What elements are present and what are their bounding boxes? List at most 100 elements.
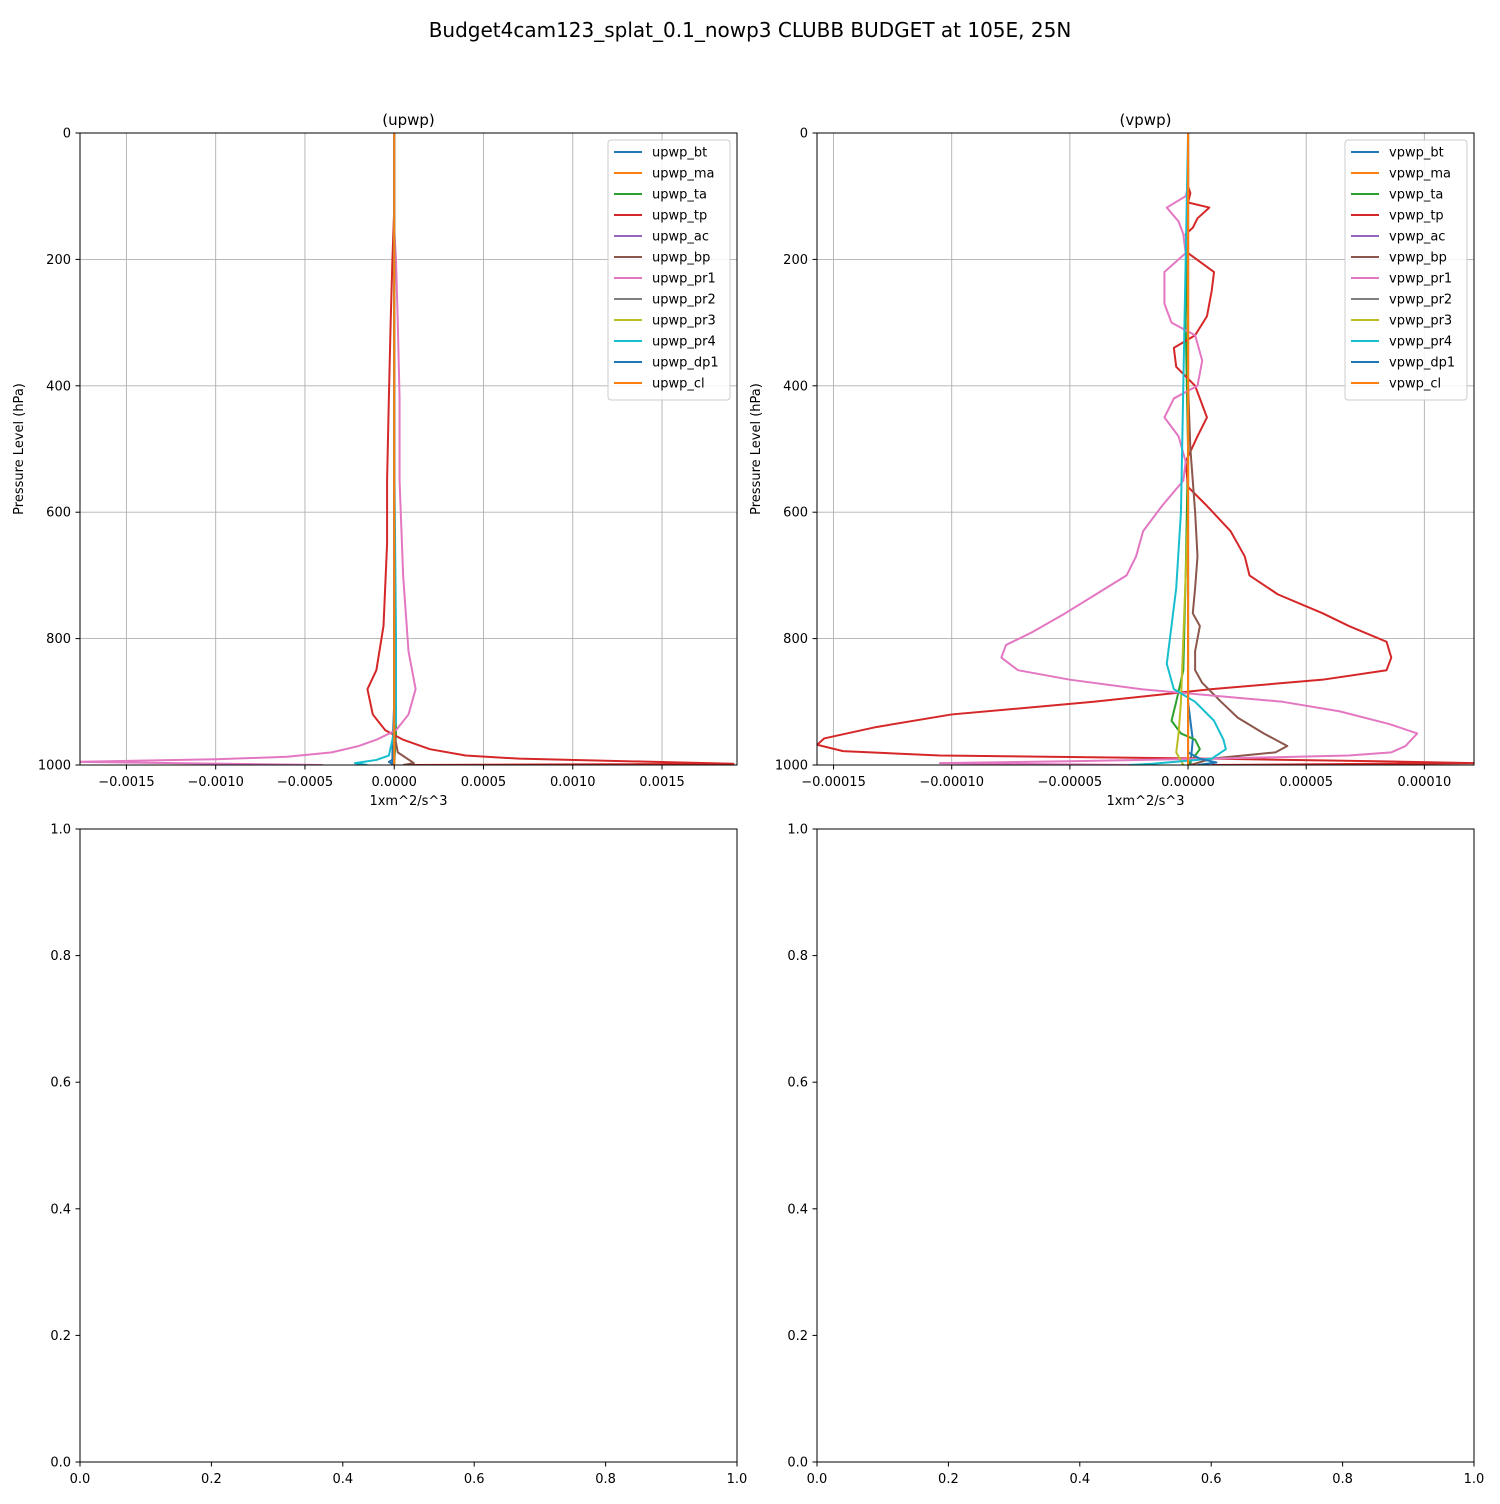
x-tick-label: 1.0 <box>1464 1472 1485 1487</box>
y-tick-label: 200 <box>46 253 71 268</box>
x-tick-label: 0.0 <box>807 1472 828 1487</box>
y-tick-label: 1000 <box>775 759 808 774</box>
x-tick-label: 0.2 <box>201 1472 222 1487</box>
legend-box <box>607 139 731 401</box>
x-tick-label: 0.0015 <box>639 775 685 790</box>
x-axis-label: 1xm^2/s^3 <box>1106 794 1184 809</box>
y-tick-label: 400 <box>46 379 71 394</box>
x-tick-label: 0.00005 <box>1279 775 1333 790</box>
legend: vpwp_bt vpwp_ma vpwp_ta vpwp_tp vpwp_ac vpwp_… <box>1344 139 1468 401</box>
series-line-vpwp_pr4 <box>1128 133 1227 765</box>
legend-label-vpwp_bt: vpwp_bt <box>1389 146 1444 161</box>
legend-label-upwp_bt: upwp_bt <box>652 146 707 161</box>
legend-label-vpwp_ta: vpwp_ta <box>1389 188 1443 203</box>
y-tick-label: 800 <box>46 632 71 647</box>
x-tick-label: 0.0000 <box>371 775 417 790</box>
series-line-vpwp_pr1 <box>938 133 1419 765</box>
legend-label-vpwp_ma: vpwp_ma <box>1389 167 1451 182</box>
series-group <box>817 133 1474 765</box>
legend: upwp_bt upwp_ma upwp_ta upwp_tp upwp_ac upwp_… <box>607 139 731 401</box>
legend-box <box>1344 139 1468 401</box>
series-line-upwp_pr1 <box>80 133 417 765</box>
legend-label-vpwp_pr3: vpwp_pr3 <box>1389 314 1452 329</box>
series-line-upwp_tp <box>366 133 735 765</box>
x-tick-label: −0.00010 <box>919 775 984 790</box>
y-tick-label: 0.0 <box>787 1456 808 1471</box>
x-tick-label: −0.00005 <box>1038 775 1103 790</box>
legend-label-vpwp_pr1: vpwp_pr1 <box>1389 272 1452 287</box>
x-tick-label: 0.0010 <box>550 775 596 790</box>
y-axis-label: Pressure Level (hPa) <box>12 383 27 515</box>
legend-label-vpwp_tp: vpwp_tp <box>1389 209 1444 224</box>
y-tick-label: 0.0 <box>50 1456 71 1471</box>
x-tick-label: 0.6 <box>464 1472 485 1487</box>
y-tick-label: 800 <box>783 632 808 647</box>
legend-label-vpwp_pr4: vpwp_pr4 <box>1389 335 1452 350</box>
x-tick-label: 0.0 <box>70 1472 91 1487</box>
x-tick-label: 0.8 <box>1332 1472 1353 1487</box>
x-tick-label: 1.0 <box>727 1472 748 1487</box>
panel-3: 0.0 0.2 0.4 0.6 0.8 1.0 0.0 0.2 0.4 0.6 0.8 1.0 <box>50 823 747 1488</box>
x-tick-label: −0.0005 <box>277 775 333 790</box>
legend-label-upwp_ma: upwp_ma <box>652 167 715 182</box>
x-tick-label: 0.4 <box>1069 1472 1090 1487</box>
legend-label-upwp_ta: upwp_ta <box>652 188 707 203</box>
axes-frame <box>79 828 738 1463</box>
y-tick-label: 600 <box>783 506 808 521</box>
legend-label-vpwp_dp1: vpwp_dp1 <box>1389 356 1455 371</box>
legend-label-vpwp_pr2: vpwp_pr2 <box>1389 293 1452 308</box>
y-tick-label: 0.6 <box>787 1076 808 1091</box>
y-axis-label: Pressure Level (hPa) <box>749 383 764 515</box>
y-tick-label: 0 <box>800 127 808 142</box>
y-tick-label: 0.4 <box>787 1202 808 1217</box>
legend-label-vpwp_bp: vpwp_bp <box>1389 251 1447 266</box>
y-tick-label: 200 <box>783 253 808 268</box>
y-tick-label: 0.2 <box>50 1329 71 1344</box>
x-axis-label: 1xm^2/s^3 <box>369 794 447 809</box>
legend-label-vpwp_cl: vpwp_cl <box>1389 377 1441 392</box>
series-line-vpwp_ta <box>1170 133 1201 765</box>
x-tick-label: −0.0010 <box>187 775 243 790</box>
x-tick-label: 0.00000 <box>1161 775 1215 790</box>
y-tick-label: 0.2 <box>787 1329 808 1344</box>
y-tick-label: 0.8 <box>50 949 71 964</box>
x-tick-label: −0.0015 <box>98 775 154 790</box>
legend-label-upwp_bp: upwp_bp <box>652 251 710 266</box>
y-tick-label: 400 <box>783 379 808 394</box>
x-tick-label: 0.6 <box>1201 1472 1222 1487</box>
y-tick-label: 1.0 <box>50 823 71 838</box>
panel-2: −0.00015 −0.00010 −0.00005 0.00000 0.00005 0.… <box>749 111 1475 809</box>
figure-title: Budget4cam123_splat_0.1_nowp3 CLUBB BUDG… <box>429 18 1072 42</box>
axes-frame <box>816 828 1475 1463</box>
axes-frame <box>816 132 1475 766</box>
legend-label-vpwp_ac: vpwp_ac <box>1389 230 1445 245</box>
y-tick-label: 0.4 <box>50 1202 71 1217</box>
series-line-vpwp_bp <box>1187 133 1289 765</box>
panel-title: (upwp) <box>382 111 435 129</box>
legend-label-upwp_pr4: upwp_pr4 <box>652 335 716 350</box>
x-tick-label: 0.2 <box>938 1472 959 1487</box>
legend-label-upwp_pr3: upwp_pr3 <box>652 314 716 329</box>
y-tick-label: 0.8 <box>787 949 808 964</box>
x-tick-label: 0.00010 <box>1397 775 1451 790</box>
x-tick-label: 0.8 <box>595 1472 616 1487</box>
x-tick-label: 0.0005 <box>461 775 507 790</box>
axes-frame <box>79 132 738 766</box>
legend-label-upwp_cl: upwp_cl <box>652 377 705 392</box>
y-tick-label: 1000 <box>38 759 71 774</box>
legend-label-upwp_tp: upwp_tp <box>652 209 707 224</box>
x-tick-label: −0.00015 <box>801 775 866 790</box>
y-tick-label: 600 <box>46 506 71 521</box>
legend-label-upwp_dp1: upwp_dp1 <box>652 356 719 371</box>
legend-label-upwp_ac: upwp_ac <box>652 230 709 245</box>
legend-label-upwp_pr2: upwp_pr2 <box>652 293 716 308</box>
y-tick-label: 0 <box>63 127 71 142</box>
panel-title: (vpwp) <box>1120 111 1172 129</box>
panel-1: −0.0015 −0.0010 −0.0005 0.0000 0.0005 0.0010 0… <box>12 111 738 809</box>
series-group <box>80 133 735 765</box>
legend-label-upwp_pr1: upwp_pr1 <box>652 272 716 287</box>
y-tick-label: 1.0 <box>787 823 808 838</box>
x-tick-label: 0.4 <box>332 1472 353 1487</box>
